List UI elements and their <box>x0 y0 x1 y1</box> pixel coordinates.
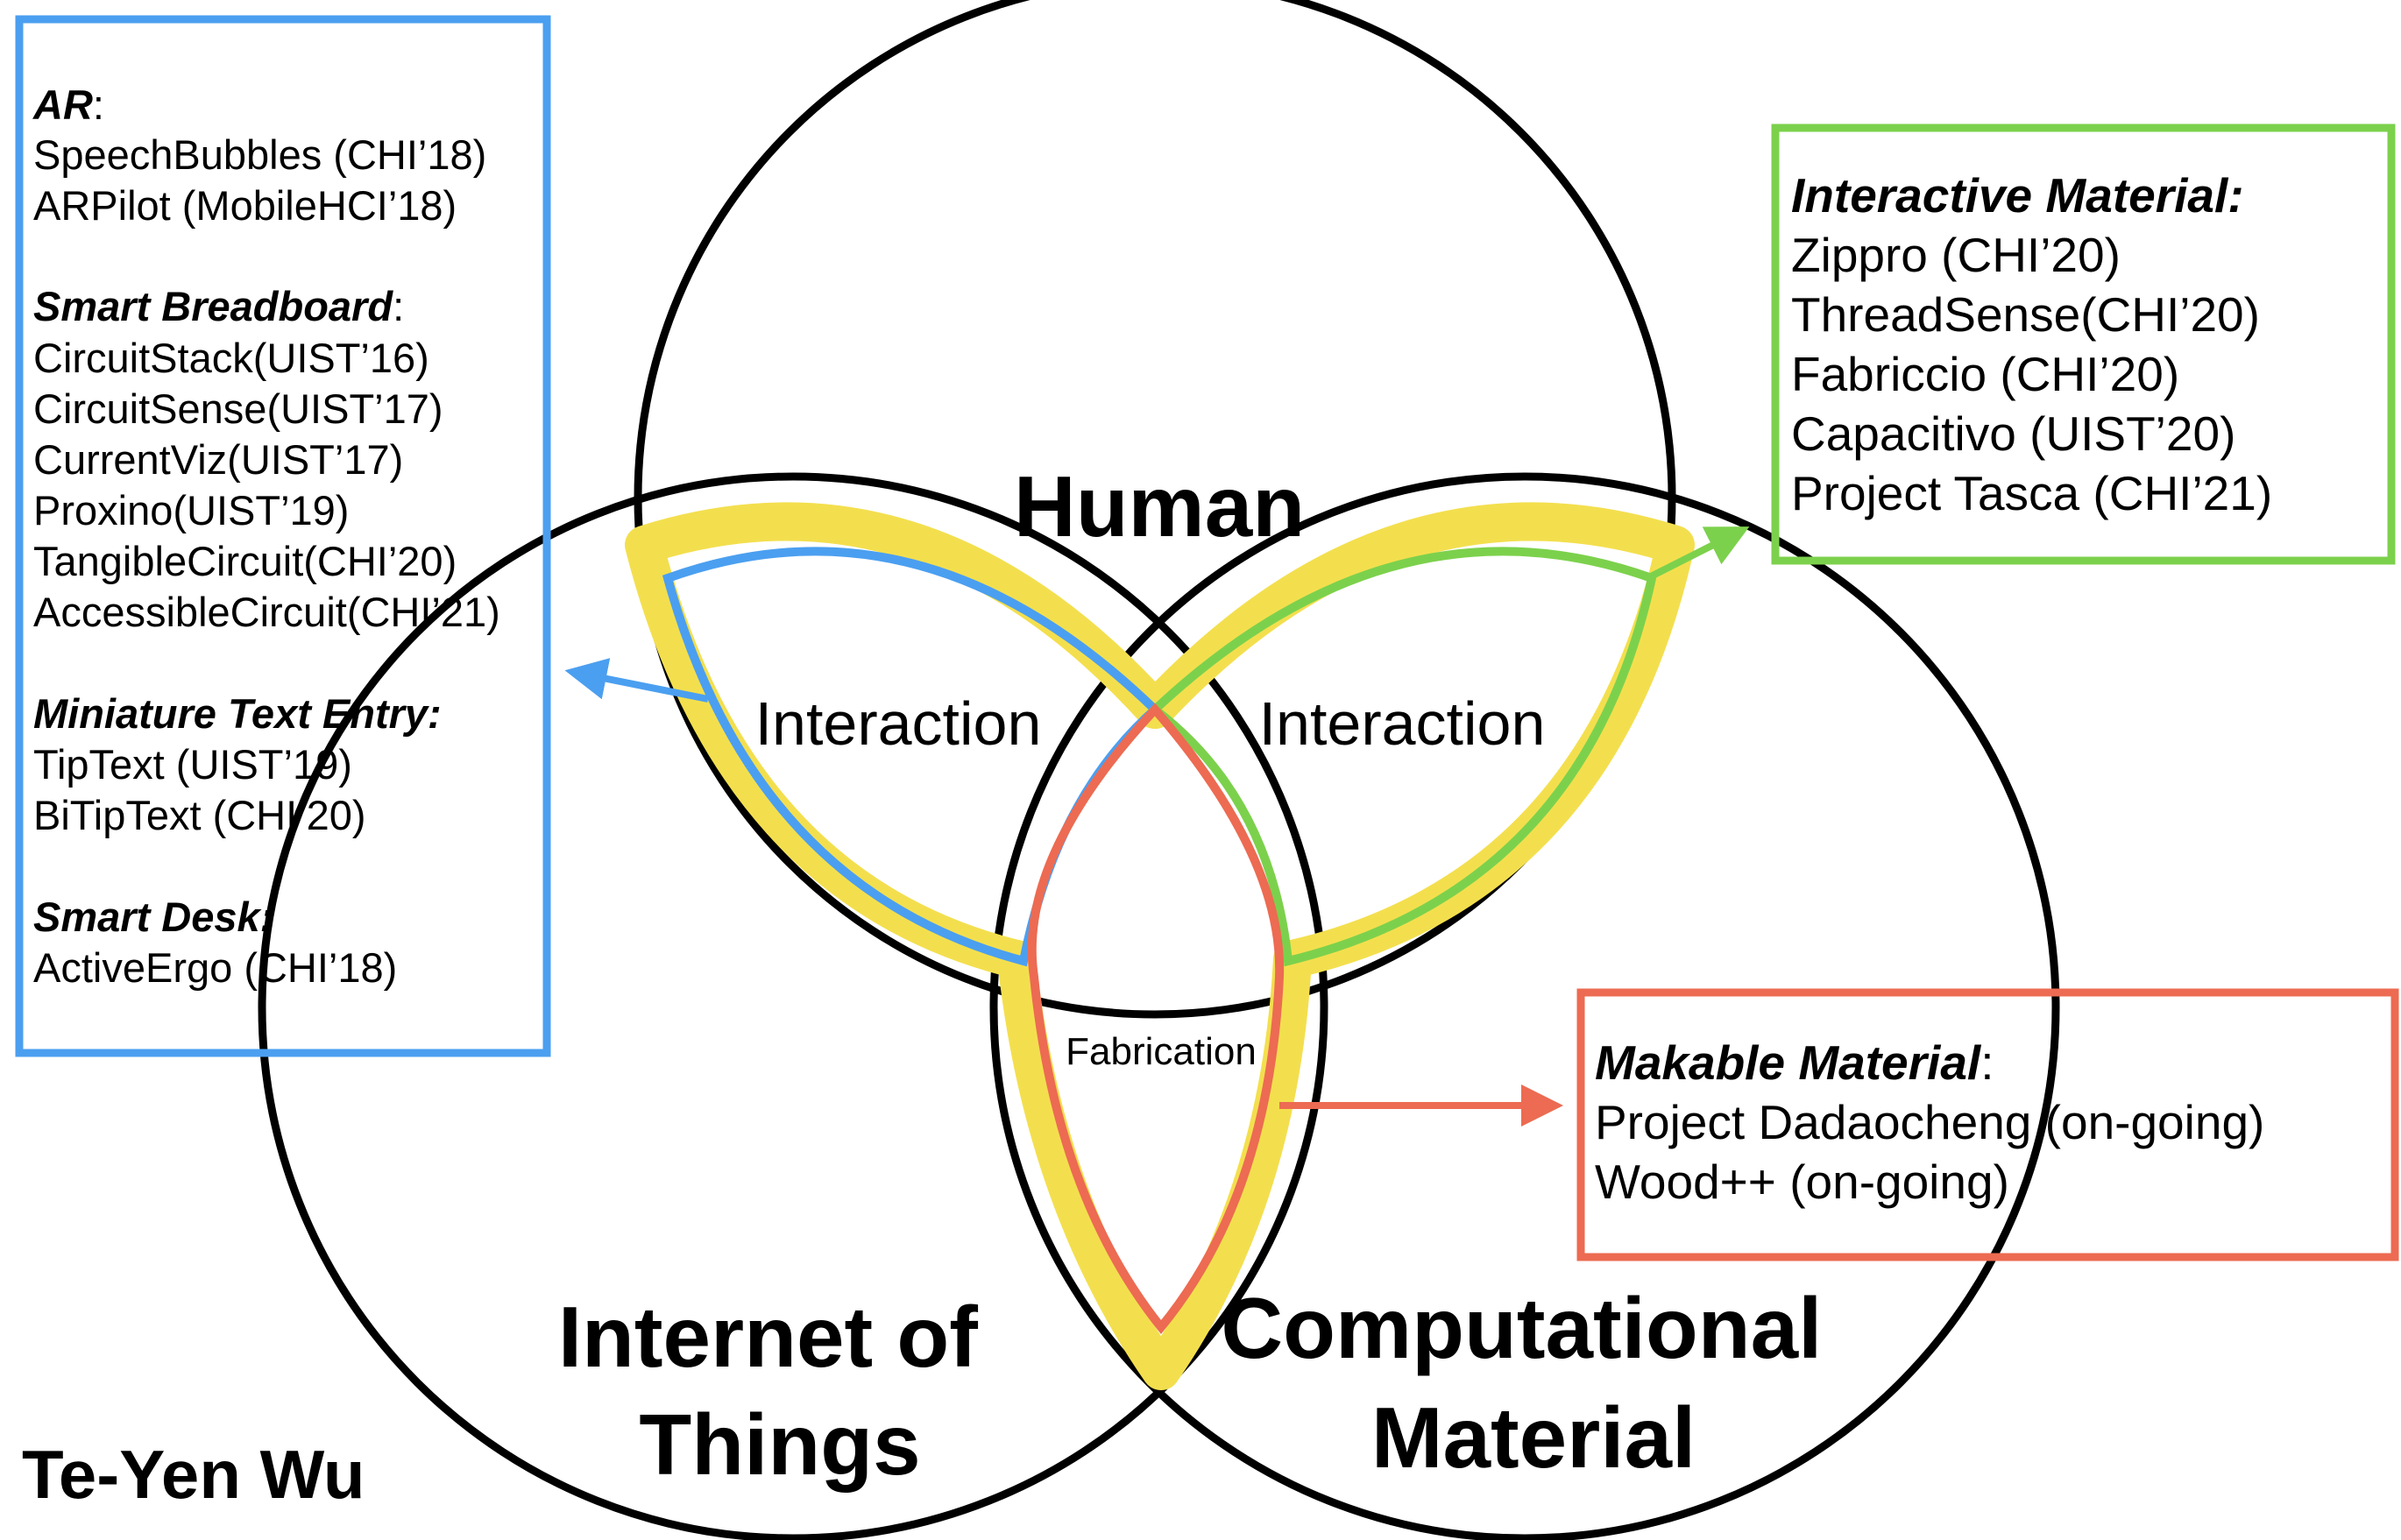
heading-smart-breadboard-text: Smart Breadboard <box>33 283 393 329</box>
heading-makable-material-colon: : <box>1980 1035 1994 1090</box>
makable-item-2: Wood++ (on-going) <box>1595 1155 2009 1209</box>
smart-desk-item-1: ActiveErgo (CHI’18) <box>33 944 397 991</box>
ar-item-1: SpeechBubbles (CHI’18) <box>33 131 486 178</box>
breadboard-item-3: CurrentViz(UIST’17) <box>33 436 403 483</box>
blue-box <box>15 15 551 1057</box>
breadboard-item-1: CircuitStack(UIST’16) <box>33 335 429 381</box>
overlap-highlight <box>625 502 1695 1390</box>
interactive-item-1: Zippro (CHI’20) <box>1791 228 2121 282</box>
text-entry-item-2: BiTipText (CHI’20) <box>33 792 366 838</box>
red-box <box>1576 988 2399 1261</box>
heading-smart-breadboard: Smart Breadboard: <box>33 283 404 329</box>
text-entry-item-1: TipText (UIST’19) <box>33 741 352 788</box>
label-computational-material: Computational Material <box>1221 1280 1845 1486</box>
breadboard-item-4: Proxino(UIST’19) <box>33 487 349 533</box>
material-human-region-outline <box>1148 547 1657 967</box>
breadboard-item-6: AccessibleCircuit(CHI’21) <box>33 589 500 635</box>
breadboard-item-2: CircuitSense(UIST’17) <box>33 385 443 432</box>
label-interaction-left: Interaction <box>755 689 1042 758</box>
label-human: Human <box>1014 458 1305 555</box>
makable-item-1: Project Dadaocheng (on-going) <box>1595 1095 2264 1149</box>
heading-smart-desk: Smart Desk: <box>33 894 273 940</box>
label-cm-line-2: Material <box>1371 1389 1696 1486</box>
heading-ar: AR: <box>32 81 104 128</box>
interactive-item-5: Project Tasca (CHI’21) <box>1791 466 2272 520</box>
label-iot-line-2: Things <box>639 1396 920 1493</box>
interactive-item-2: ThreadSense(CHI’20) <box>1791 287 2260 342</box>
heading-ar-text: AR <box>32 81 93 128</box>
breadboard-item-5: TangibleCircuit(CHI’20) <box>33 538 457 584</box>
heading-miniature-text-entry: Miniature Text Entry: <box>33 690 442 737</box>
blue-arrow <box>564 658 709 703</box>
circle-computational-material <box>989 472 2060 1540</box>
interactive-item-4: Capacitivo (UIST’20) <box>1791 406 2235 461</box>
circle-internet-of-things <box>258 472 1328 1540</box>
label-cm-line-1: Computational <box>1221 1280 1822 1376</box>
green-box-content: Interactive Material: Zippro (CHI’20) Th… <box>1791 168 2272 520</box>
heading-smart-breadboard-colon: : <box>393 283 404 329</box>
red-box-content: Makable Material: Project Dadaocheng (on… <box>1595 1035 2264 1209</box>
label-iot-line-1: Internet of <box>558 1289 978 1385</box>
label-internet-of-things: Internet of Things <box>558 1289 1002 1493</box>
green-box <box>1771 124 2396 565</box>
interactive-item-3: Fabriccio (CHI’20) <box>1791 347 2179 401</box>
heading-interactive-material: Interactive Material: <box>1791 168 2244 223</box>
heading-makable-material-text: Makable Material <box>1595 1035 1982 1090</box>
heading-ar-colon: : <box>93 81 104 128</box>
label-fabrication: Fabrication <box>1066 1030 1257 1073</box>
blue-box-content: AR: SpeechBubbles (CHI’18) ARPilot (Mobi… <box>32 81 500 991</box>
author-name: Te-Yen Wu <box>22 1436 365 1513</box>
label-interaction-right: Interaction <box>1259 689 1546 758</box>
heading-makable-material: Makable Material: <box>1595 1035 1994 1090</box>
fabrication-region-outline <box>1027 703 1285 1334</box>
ar-item-2: ARPilot (MobileHCI’18) <box>33 182 457 229</box>
green-arrow <box>1646 526 1750 582</box>
